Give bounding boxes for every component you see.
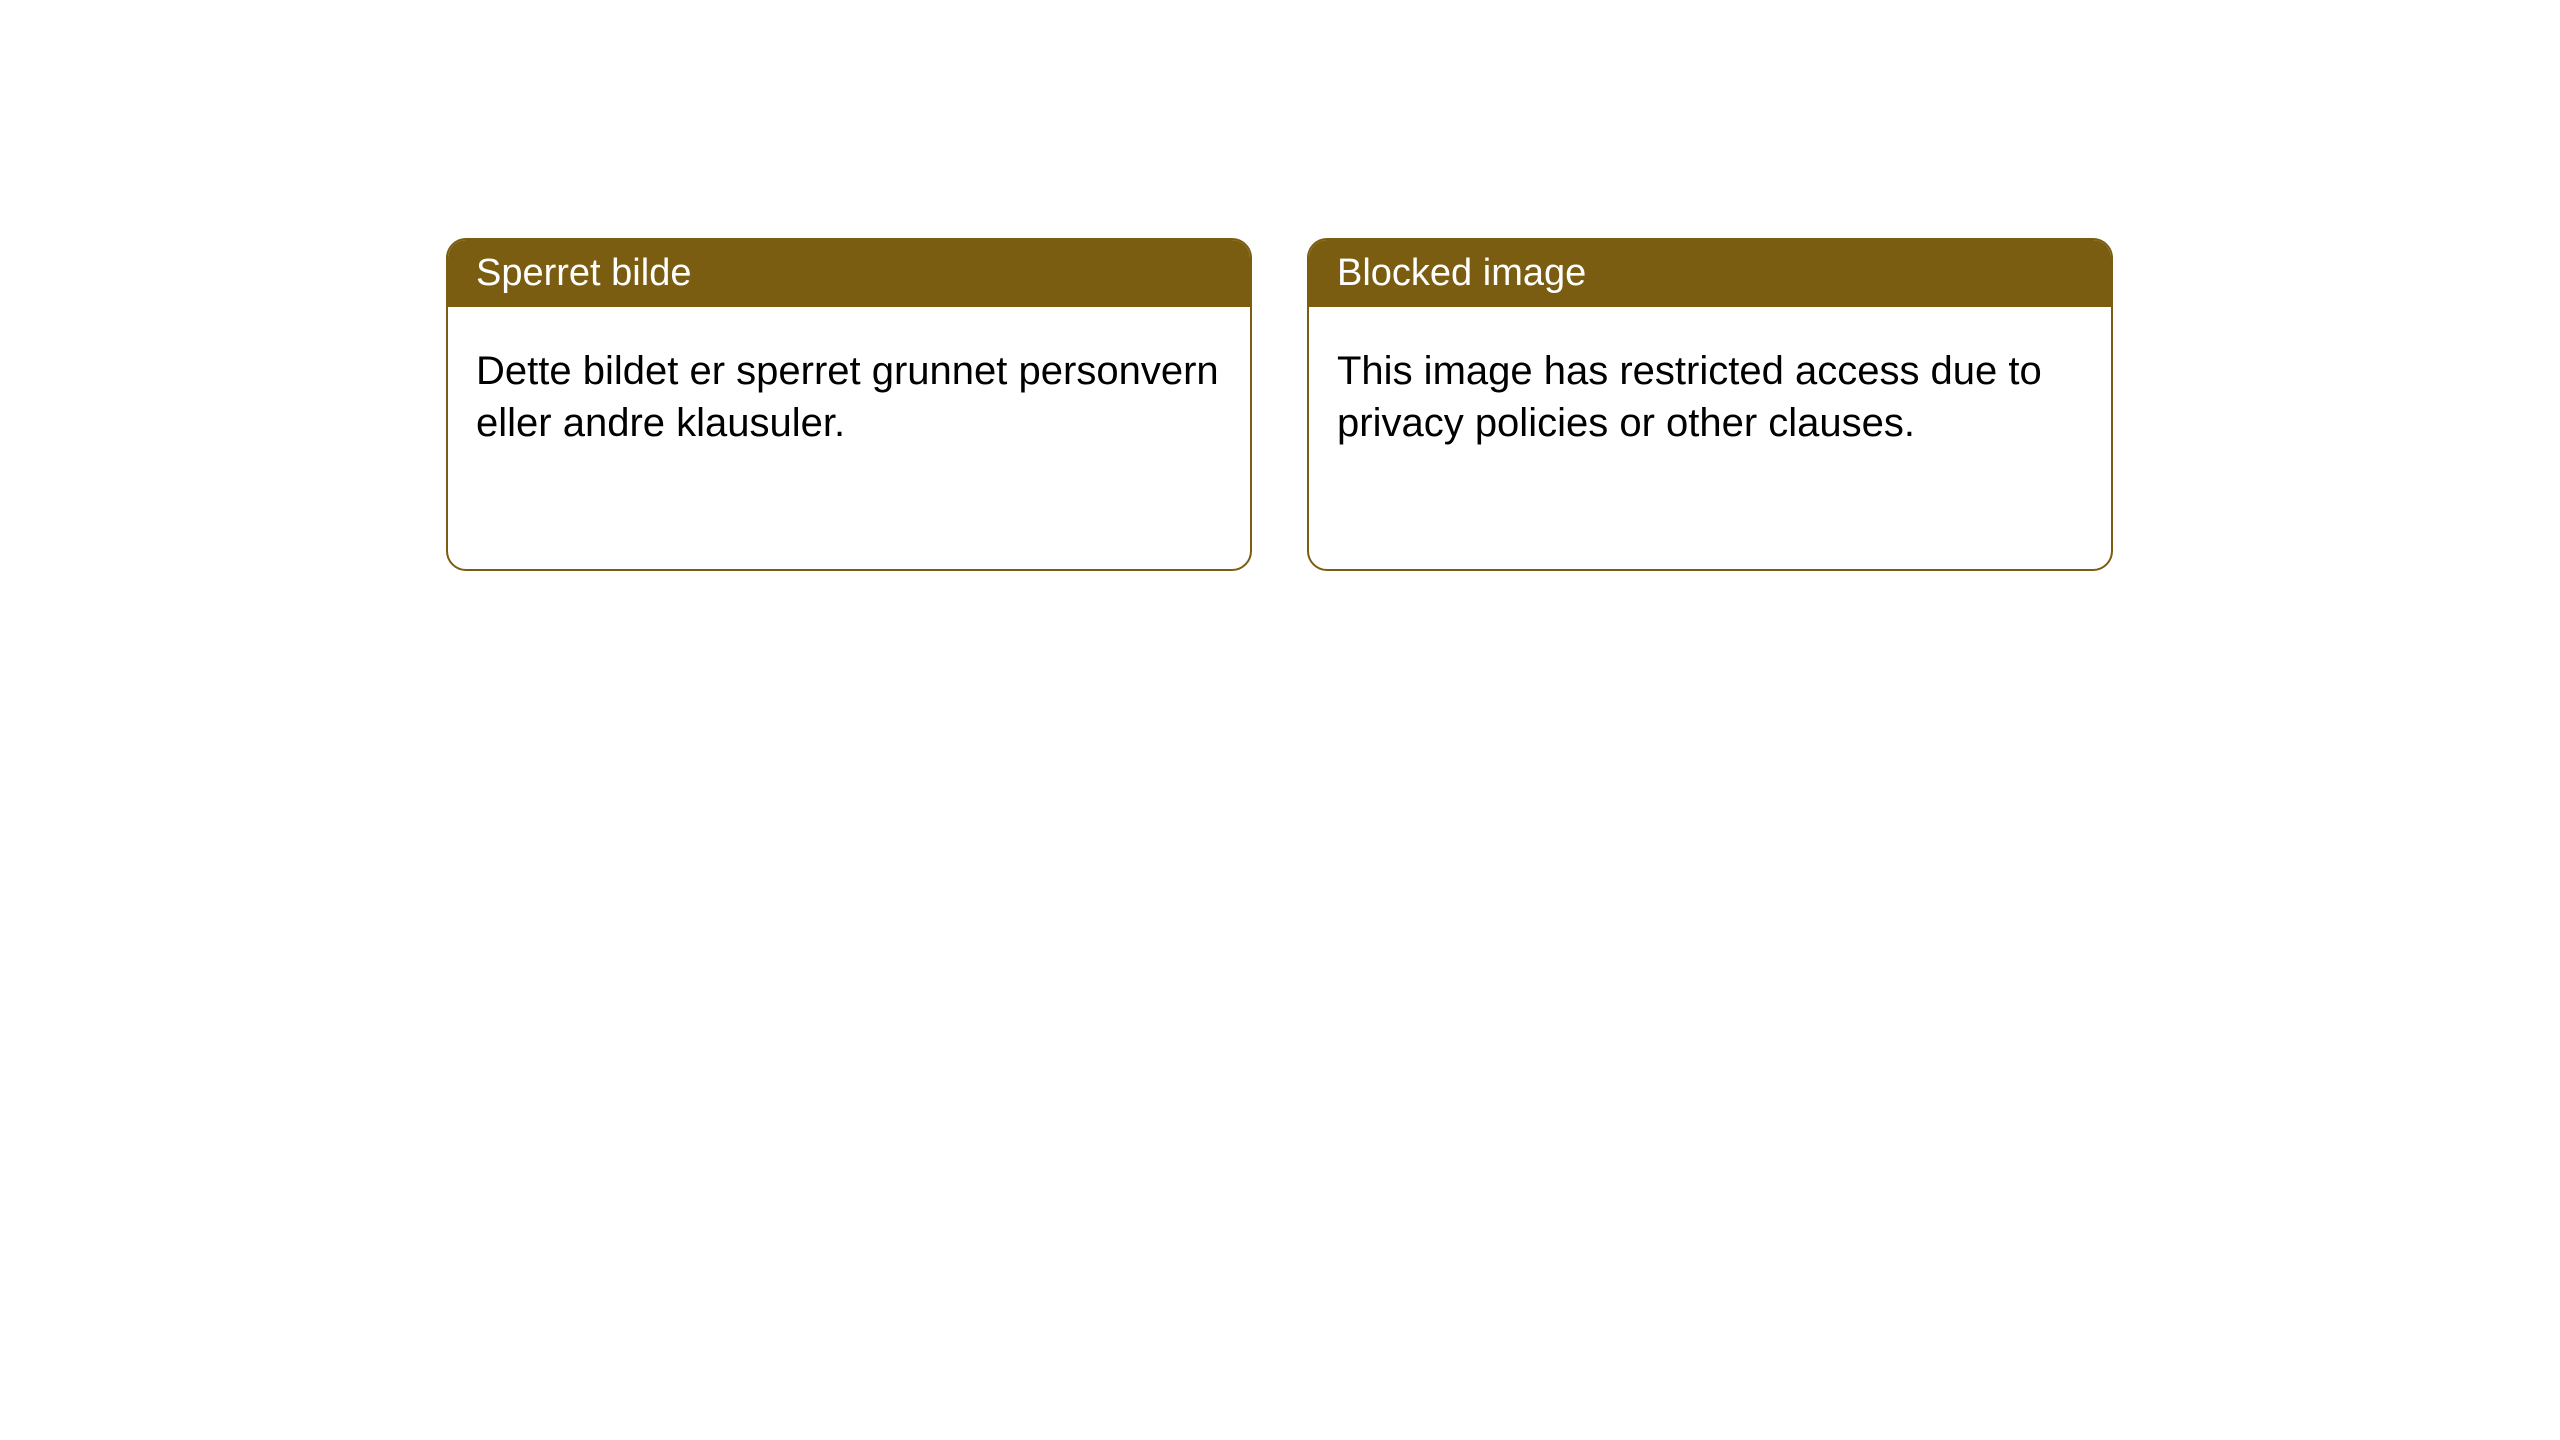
notice-header: Sperret bilde bbox=[448, 240, 1250, 307]
notice-body: This image has restricted access due to … bbox=[1309, 307, 2111, 487]
notice-body: Dette bildet er sperret grunnet personve… bbox=[448, 307, 1250, 487]
notice-text: This image has restricted access due to … bbox=[1337, 349, 2042, 445]
notice-card-english: Blocked image This image has restricted … bbox=[1307, 238, 2113, 571]
notice-title: Blocked image bbox=[1337, 252, 1586, 294]
notice-card-norwegian: Sperret bilde Dette bildet er sperret gr… bbox=[446, 238, 1252, 571]
notice-title: Sperret bilde bbox=[476, 252, 691, 294]
notice-container: Sperret bilde Dette bildet er sperret gr… bbox=[446, 238, 2113, 571]
notice-header: Blocked image bbox=[1309, 240, 2111, 307]
notice-text: Dette bildet er sperret grunnet personve… bbox=[476, 349, 1219, 445]
